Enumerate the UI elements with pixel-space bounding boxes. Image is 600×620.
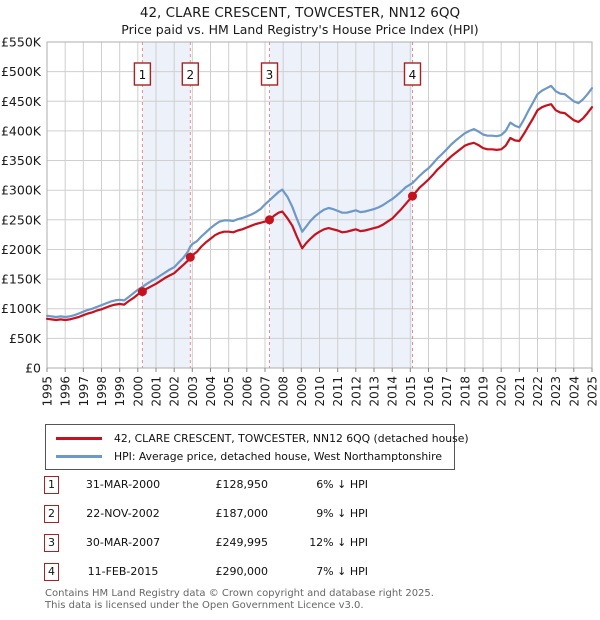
y-tick-label: £150K — [1, 272, 42, 287]
legend-label-hpi: HPI: Average price, detached house, West… — [114, 449, 443, 463]
x-tick-label: 2022 — [531, 376, 545, 407]
y-tick-label: £100K — [1, 301, 42, 316]
x-tick-label: 2020 — [495, 376, 509, 407]
transaction-hpi-diff: 7% ↓ HPI — [316, 565, 368, 578]
transaction-number-badge: 3 — [44, 533, 59, 552]
x-tick-label: 2004 — [204, 376, 218, 407]
x-tick-label: 1997 — [77, 376, 91, 407]
x-tick-label: 1999 — [113, 376, 127, 407]
y-tick-label: £0 — [25, 361, 41, 376]
sale-number-box — [181, 62, 200, 86]
x-tick-label: 2012 — [349, 376, 363, 407]
hpi-line — [45, 84, 594, 319]
sale-number-box — [133, 62, 152, 86]
y-tick-label: £250K — [1, 212, 42, 227]
transaction-price: £187,000 — [215, 507, 269, 520]
ownership-shaded-band — [142, 42, 191, 368]
transaction-hpi-diff: 6% ↓ HPI — [316, 478, 368, 491]
sale-number: 1 — [139, 68, 147, 82]
x-tick-label: 2019 — [477, 376, 491, 407]
x-tick-label: 2005 — [222, 376, 236, 407]
transaction-date: 31-MAR-2000 — [85, 478, 161, 491]
sale-point — [185, 252, 195, 262]
transaction-row-1: 1 31-MAR-2000 £128,950 6% ↓ HPI — [44, 475, 374, 494]
sale-point — [408, 191, 417, 201]
transaction-price: £128,950 — [215, 478, 269, 491]
chart-title: 42, CLARE CRESCENT, TOWCESTER, NN12 6QQ — [139, 5, 461, 21]
x-tick-label: 2025 — [586, 376, 600, 407]
footer-line-1: Contains HM Land Registry data © Crown c… — [45, 588, 434, 599]
x-tick-label: 2007 — [259, 376, 273, 407]
y-tick-label: £350K — [1, 153, 42, 168]
x-tick-label: 2001 — [150, 376, 164, 407]
sale-number: 3 — [266, 68, 274, 82]
transaction-row-2: 2 22-NOV-2002 £187,000 9% ↓ HPI — [44, 504, 374, 523]
transaction-date: 22-NOV-2002 — [86, 507, 160, 520]
transaction-price: £249,995 — [215, 536, 269, 549]
sale-number-box — [260, 62, 279, 86]
x-tick-label: 2006 — [240, 376, 254, 407]
transaction-number-badge: 1 — [44, 475, 59, 494]
x-tick-label: 2014 — [386, 376, 400, 407]
x-tick-label: 2017 — [440, 376, 454, 407]
chart-subtitle: Price paid vs. HM Land Registry's House … — [121, 22, 479, 37]
y-tick-label: £200K — [1, 242, 42, 257]
transaction-row-4: 4 11-FEB-2015 £290,000 7% ↓ HPI — [44, 562, 374, 581]
transaction-date: 30-MAR-2007 — [85, 536, 161, 549]
transaction-hpi-diff: 9% ↓ HPI — [316, 507, 368, 520]
price-paid-line — [45, 103, 594, 322]
y-tick-label: £550K — [1, 35, 42, 50]
x-tick-label: 2023 — [549, 376, 563, 407]
legend-item-price-paid: 42, CLARE CRESCENT, TOWCESTER, NN12 6QQ … — [56, 429, 469, 447]
x-tick-label: 2015 — [404, 376, 418, 407]
sale-number: 2 — [186, 68, 194, 82]
x-tick-label: 2009 — [295, 376, 309, 407]
x-tick-label: 2010 — [313, 376, 327, 407]
sale-number: 4 — [409, 68, 417, 82]
sale-point — [137, 287, 147, 297]
x-tick-label: 2016 — [422, 376, 436, 407]
x-tick-label: 2018 — [458, 376, 472, 407]
legend-item-hpi: HPI: Average price, detached house, West… — [56, 447, 454, 465]
transaction-hpi-diff: 12% ↓ HPI — [309, 536, 368, 549]
y-tick-label: £500K — [1, 64, 42, 79]
transaction-number-badge: 2 — [44, 504, 59, 523]
x-tick-label: 2000 — [131, 376, 145, 407]
transaction-number-badge: 4 — [44, 562, 59, 581]
transaction-date: 11-FEB-2015 — [87, 565, 159, 578]
y-tick-label: £400K — [1, 123, 42, 138]
price-chart-svg: 1995 1996 1997 1998 1999 2000 2001 2002 2003 2004… — [1, 35, 600, 407]
x-tick-label: 2021 — [513, 376, 527, 407]
x-tick-label: 2013 — [368, 376, 382, 407]
x-tick-label: 1995 — [41, 376, 55, 407]
x-tick-label: 2011 — [331, 376, 345, 407]
x-tick-label: 2002 — [168, 376, 182, 407]
x-tick-label: 2003 — [186, 376, 200, 407]
y-tick-label: £300K — [1, 183, 42, 198]
y-tick-label: £50K — [9, 331, 42, 346]
transactions-table: 1 31-MAR-2000 £128,950 6% ↓ HPI 2 22-NOV… — [44, 475, 374, 591]
transaction-price: £290,000 — [215, 565, 269, 578]
legend-label-price-paid: 42, CLARE CRESCENT, TOWCESTER, NN12 6QQ … — [114, 431, 469, 445]
x-tick-label: 1996 — [59, 376, 73, 407]
sale-point — [265, 215, 274, 225]
legend: 42, CLARE CRESCENT, TOWCESTER, NN12 6QQ … — [45, 424, 469, 470]
price-paid-line-swatch — [56, 436, 102, 440]
y-tick-label: £450K — [1, 94, 42, 109]
transaction-row-3: 3 30-MAR-2007 £249,995 12% ↓ HPI — [44, 533, 374, 552]
x-tick-label: 2024 — [567, 376, 581, 407]
footer-line-2: This data is licensed under the Open Gov… — [45, 599, 364, 611]
x-tick-label: 1998 — [95, 376, 109, 407]
hpi-line-swatch — [56, 454, 102, 458]
footer: Contains HM Land Registry data © Crown c… — [45, 588, 434, 611]
sale-number-box — [403, 62, 422, 86]
ownership-shaded-band — [269, 42, 413, 368]
x-tick-label: 2008 — [277, 376, 291, 407]
